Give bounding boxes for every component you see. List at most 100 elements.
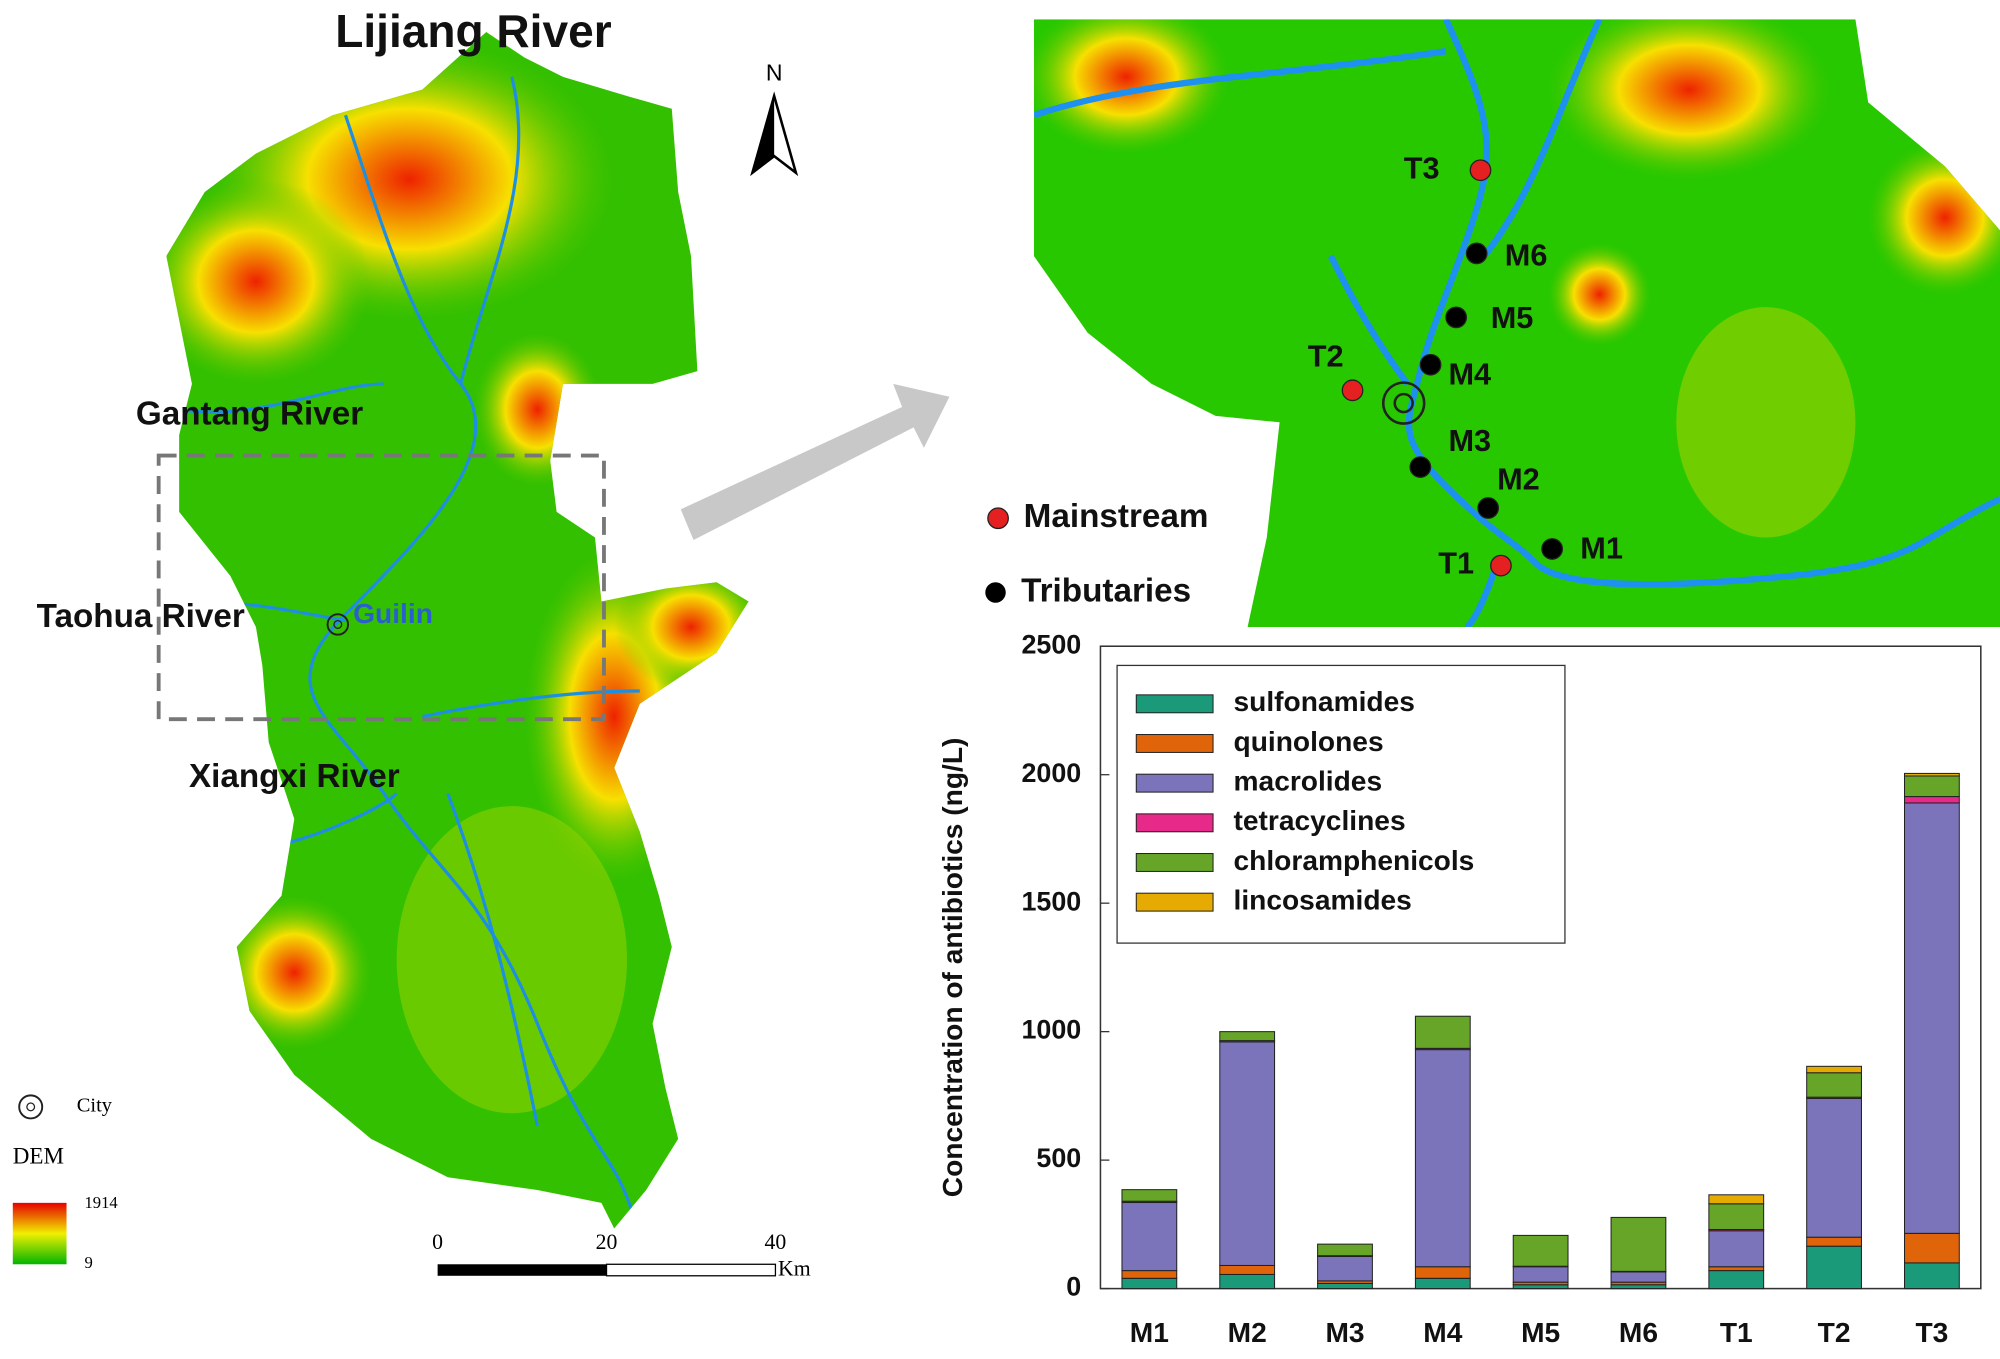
bar-segment (1414, 1277, 1471, 1290)
city-legend-symbol (18, 1094, 44, 1120)
y-tick-label: 1000 (1021, 1015, 1081, 1045)
bar-segment (1414, 1049, 1471, 1268)
bar-segment (1317, 1243, 1373, 1257)
city-symbol (1393, 392, 1414, 414)
zoom-box (156, 453, 606, 722)
site-label: M1 (1580, 530, 1623, 565)
bar-segment (1708, 1203, 1765, 1231)
x-tick-label: T2 (1818, 1317, 1851, 1348)
river-label: Gantang River (136, 396, 363, 433)
city-symbol (326, 613, 350, 636)
site-label: M6 (1505, 237, 1548, 272)
bar-segment (1121, 1270, 1178, 1279)
x-tick-label: M6 (1619, 1317, 1658, 1348)
city-symbol (333, 619, 343, 629)
site-legend-label: Tributaries (1021, 572, 1191, 609)
bar-segment (1903, 796, 1960, 804)
x-tick-label: T1 (1720, 1317, 1753, 1348)
y-tick-label: 500 (1036, 1143, 1081, 1173)
bar-segment (1414, 1266, 1471, 1279)
bar-segment (1903, 775, 1960, 798)
north-label: N (766, 59, 783, 85)
bar-segment (1708, 1270, 1765, 1290)
bar-segment (1512, 1266, 1569, 1283)
bar-segment (1219, 1273, 1276, 1290)
north-arrow-half (752, 96, 775, 173)
legend-swatch (1135, 694, 1214, 714)
dem-max: 1914 (84, 1193, 118, 1212)
dem-min: 9 (84, 1253, 92, 1272)
bar-segment (1512, 1234, 1569, 1267)
legend-dot (987, 507, 1009, 530)
legend-label: tetracyclines (1234, 805, 1406, 836)
bar-segment (1219, 1031, 1276, 1042)
site-legend-label: Mainstream (1024, 498, 1209, 535)
site-label: T1 (1438, 546, 1474, 581)
bar-segment (1512, 1284, 1569, 1290)
site-label: T3 (1404, 150, 1440, 185)
legend-label: macrolides (1234, 766, 1383, 797)
bar-segment (1121, 1201, 1178, 1272)
bar-segment (1806, 1072, 1862, 1098)
bar-segment (1121, 1189, 1178, 1202)
legend-label: sulfonamides (1234, 686, 1415, 717)
bar-segment (1806, 1236, 1862, 1247)
bar-segment (1903, 1262, 1960, 1290)
basin-map (166, 32, 749, 1229)
bar-segment (1806, 1245, 1862, 1290)
river-label: Xiangxi River (189, 758, 400, 795)
scale-bar (437, 1264, 607, 1276)
bar-segment (1806, 1065, 1862, 1074)
city-label: Guilin (353, 598, 433, 629)
bar-segment (1121, 1277, 1178, 1290)
site-dot (1419, 353, 1442, 376)
bar-segment (1610, 1271, 1667, 1283)
bar-segment (1414, 1015, 1471, 1049)
legend-swatch (1135, 773, 1214, 793)
bar-segment (1610, 1216, 1667, 1272)
bar-segment (1317, 1255, 1373, 1282)
site-dot (1490, 554, 1512, 577)
x-tick-label: M2 (1228, 1317, 1267, 1348)
site-dot (1469, 159, 1492, 182)
site-label: M5 (1491, 300, 1534, 335)
x-tick-label: M1 (1130, 1317, 1169, 1348)
scale-tick: 40 (765, 1230, 787, 1254)
zoom-arrow (680, 383, 950, 541)
y-tick-label: 0 (1066, 1272, 1081, 1302)
scale-tick: 0 (432, 1230, 443, 1254)
legend-swatch (1135, 813, 1214, 833)
bar-segment (1903, 1232, 1960, 1264)
bar-segment (1219, 1264, 1276, 1275)
bar-segment (1610, 1284, 1667, 1290)
dem-ramp (12, 1202, 67, 1265)
river-label: Taohua River (37, 598, 245, 635)
bar-segment (1708, 1230, 1765, 1268)
bar-segment (1317, 1282, 1373, 1290)
legend-swatch (1135, 892, 1214, 912)
site-dot (1541, 538, 1564, 560)
y-tick-label: 1500 (1021, 886, 1081, 916)
site-dot (1341, 379, 1364, 402)
legend-label: lincosamides (1234, 885, 1412, 916)
scale-tick: 20 (596, 1230, 618, 1254)
x-tick-label: M3 (1325, 1317, 1364, 1348)
site-label: M4 (1448, 356, 1491, 391)
site-dot (1409, 456, 1432, 478)
site-dot (1465, 242, 1488, 265)
bar-segment (1708, 1194, 1765, 1205)
legend-label: chloramphenicols (1234, 845, 1475, 876)
legend-label: quinolones (1234, 726, 1384, 757)
city-symbol (1381, 381, 1426, 425)
scale-unit: Km (778, 1257, 811, 1281)
bar-segment (1806, 1097, 1862, 1238)
legend-swatch (1135, 853, 1214, 872)
x-tick-label: T3 (1915, 1317, 1948, 1348)
zoom-map (1033, 19, 2000, 628)
bar-segment (1903, 772, 1960, 777)
x-tick-label: M4 (1423, 1317, 1462, 1348)
city-legend-label: City (77, 1095, 113, 1117)
site-dot (1445, 306, 1468, 329)
site-label: M3 (1448, 423, 1491, 458)
